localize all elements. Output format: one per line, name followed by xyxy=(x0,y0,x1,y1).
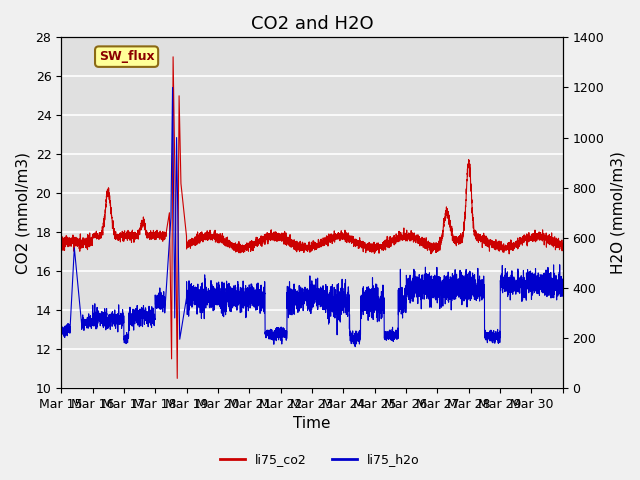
li75_h2o xyxy=(474,289,482,295)
li75_co2 xyxy=(161,230,169,236)
Line: li75_h2o: li75_h2o xyxy=(61,87,563,347)
li75_co2 xyxy=(58,237,65,243)
li75_h2o xyxy=(357,292,365,298)
li75_h2o xyxy=(58,324,65,330)
li75_co2 xyxy=(449,238,457,244)
li75_co2 xyxy=(173,375,181,381)
Title: CO2 and H2O: CO2 and H2O xyxy=(251,15,373,33)
li75_h2o xyxy=(449,287,457,293)
Y-axis label: CO2 (mmol/m3): CO2 (mmol/m3) xyxy=(15,152,30,274)
li75_co2 xyxy=(474,236,482,241)
li75_co2 xyxy=(169,54,177,60)
Legend: li75_co2, li75_h2o: li75_co2, li75_h2o xyxy=(215,448,425,471)
li75_co2 xyxy=(330,233,338,239)
Line: li75_co2: li75_co2 xyxy=(61,57,563,378)
li75_h2o xyxy=(559,288,566,294)
li75_h2o xyxy=(161,303,169,309)
li75_co2 xyxy=(487,242,495,248)
li75_h2o xyxy=(351,344,359,349)
Text: SW_flux: SW_flux xyxy=(99,50,154,63)
Y-axis label: H2O (mmol/m3): H2O (mmol/m3) xyxy=(610,151,625,274)
li75_h2o xyxy=(168,84,176,90)
li75_h2o xyxy=(487,337,495,343)
li75_h2o xyxy=(330,305,338,311)
X-axis label: Time: Time xyxy=(293,417,331,432)
li75_co2 xyxy=(559,245,566,251)
li75_co2 xyxy=(357,239,365,244)
